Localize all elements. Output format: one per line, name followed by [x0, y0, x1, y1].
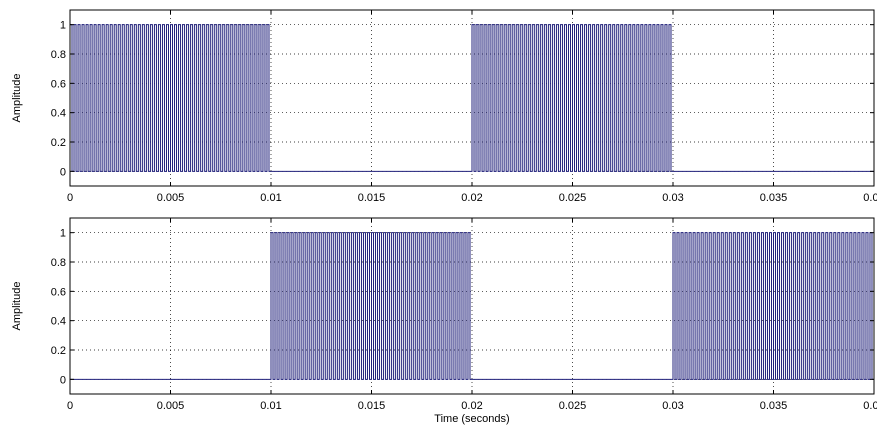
subplot-bottom: 0 0.005 0.01 0.015 0.02 0.025 0.03 0.035 0.04 0 0.…	[11, 217, 877, 425]
subplot-top: 0 0.005 0.01 0.015 0.02 0.025 0.03 0.035 0.04 0 0.…	[11, 9, 877, 204]
x-tick-label: 0.035	[760, 192, 788, 204]
y-tick-label: 0.2	[51, 345, 66, 357]
y-tick-label: 0.6	[51, 78, 66, 90]
y-tick-label: 0.8	[51, 257, 66, 269]
x-tick-label: 0.01	[260, 400, 281, 412]
y-tick-label: 1	[60, 228, 66, 240]
x-axis-label: Time (seconds)	[434, 413, 509, 425]
y-tick-label: 0.8	[51, 49, 66, 61]
y-tick-label: 0.2	[51, 137, 66, 149]
x-tick-label: 0.03	[662, 400, 683, 412]
y-tick-label: 0	[60, 166, 66, 178]
y-tick-label: 0.4	[51, 316, 66, 328]
y-tick-label: 1	[60, 20, 66, 32]
x-tick-label: 0.025	[559, 400, 587, 412]
x-tick-label: 0.01	[260, 192, 281, 204]
y-axis-label: Amplitude	[11, 74, 23, 123]
x-tick-label: 0.015	[358, 400, 386, 412]
x-tick-label: 0.005	[157, 400, 185, 412]
y-axis-label: Amplitude	[11, 282, 23, 331]
x-tick-label: 0.02	[461, 192, 482, 204]
x-tick-label: 0.04	[863, 192, 877, 204]
x-tick-label: 0	[67, 192, 73, 204]
y-tick-label: 0.4	[51, 108, 66, 120]
x-tick-label: 0.02	[461, 400, 482, 412]
y-tick-label: 0	[60, 374, 66, 386]
x-tick-label: 0.015	[358, 192, 386, 204]
signal-series	[70, 232, 874, 380]
signal-series	[69, 24, 874, 172]
x-tick-label: 0.025	[559, 192, 587, 204]
y-tick-label: 0.6	[51, 286, 66, 298]
x-tick-label: 0.03	[662, 192, 683, 204]
x-tick-label: 0.035	[760, 400, 788, 412]
x-tick-label: 0.04	[863, 400, 877, 412]
x-tick-label: 0.005	[157, 192, 185, 204]
x-tick-label: 0	[67, 400, 73, 412]
